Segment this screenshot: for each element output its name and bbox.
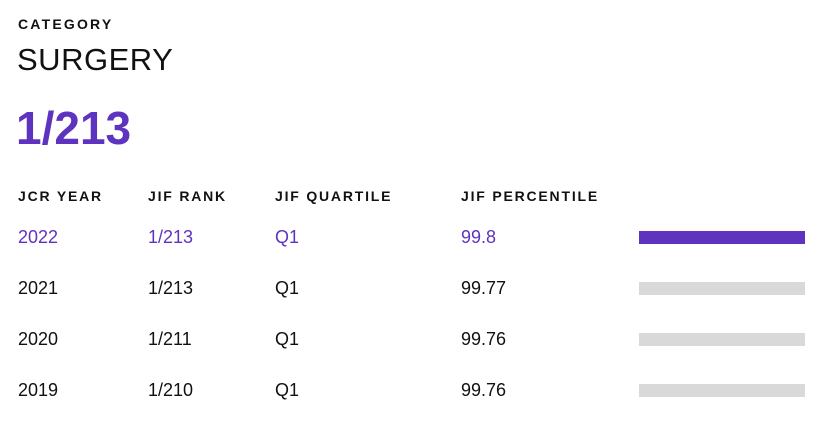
year-cell: 2021 (18, 278, 59, 298)
rank-cell: 1/213 (148, 227, 194, 247)
rank-cell: 1/213 (148, 278, 194, 298)
header-jif-quartile: JIF QUARTILE (275, 188, 393, 204)
rank-cell: 1/211 (148, 329, 192, 349)
percentile-cell: 99.76 (461, 380, 507, 400)
quartile-cell: Q1 (275, 227, 300, 247)
quartile-cell: Q1 (275, 278, 300, 298)
year-cell: 2022 (18, 227, 59, 247)
header-jif-percentile: JIF PERCENTILE (461, 188, 599, 204)
current-rank: 1/213 (16, 102, 132, 154)
percentile-cell: 99.76 (461, 329, 507, 349)
percentile-bar-fill (639, 231, 805, 244)
category-name: SURGERY (17, 42, 174, 77)
table-row[interactable]: 2021 1/213 Q1 99.77 (0, 273, 821, 303)
table-row[interactable]: 2019 1/210 Q1 99.76 (0, 375, 821, 405)
table-row[interactable]: 2020 1/211 Q1 99.76 (0, 324, 821, 354)
quartile-cell: Q1 (275, 329, 300, 349)
percentile-cell: 99.77 (461, 278, 507, 298)
quartile-cell: Q1 (275, 380, 300, 400)
header-jif-rank: JIF RANK (148, 188, 227, 204)
category-label: CATEGORY (18, 16, 114, 32)
percentile-bar (639, 384, 805, 397)
year-cell: 2019 (18, 380, 59, 400)
rank-cell: 1/210 (148, 380, 194, 400)
table-row[interactable]: 2022 1/213 Q1 99.8 (0, 222, 821, 252)
percentile-bar-fill (639, 333, 805, 346)
percentile-bar (639, 333, 805, 346)
percentile-cell: 99.8 (461, 227, 497, 247)
percentile-bar-fill (639, 384, 805, 397)
header-jcr-year: JCR YEAR (18, 188, 103, 204)
percentile-bar-fill (639, 282, 805, 295)
year-cell: 2020 (18, 329, 59, 349)
percentile-bar (639, 282, 805, 295)
percentile-bar (639, 231, 805, 244)
